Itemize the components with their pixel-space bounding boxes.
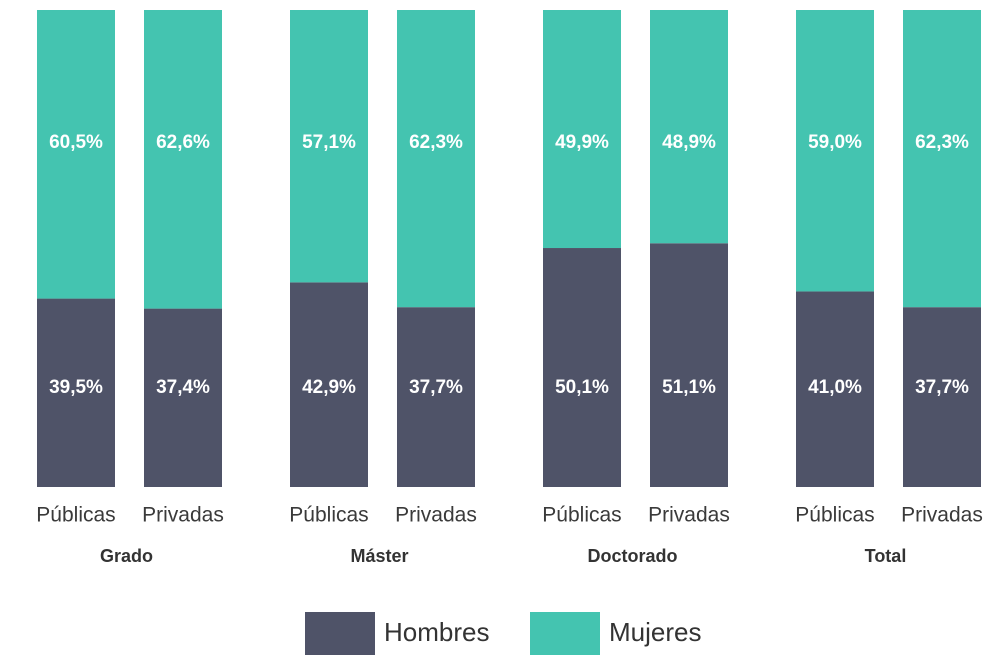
x-tick-label: Públicas	[795, 504, 874, 527]
x-tick-label: Públicas	[36, 504, 115, 527]
x-tick-label: Públicas	[542, 504, 621, 527]
value-label: 37,4%	[156, 377, 210, 398]
bar-segment	[37, 10, 115, 299]
value-label: 51,1%	[662, 377, 716, 398]
x-tick-label: Privadas	[648, 504, 730, 527]
value-label: 39,5%	[49, 377, 103, 398]
x-tick-label: Privadas	[142, 504, 224, 527]
group-label: Total	[865, 546, 907, 566]
value-label: 60,5%	[49, 132, 103, 153]
value-label: 50,1%	[555, 377, 609, 398]
legend-label: Hombres	[384, 617, 489, 647]
value-label: 59,0%	[808, 132, 862, 153]
value-label: 57,1%	[302, 132, 356, 153]
bar-segment	[903, 10, 981, 308]
value-label: 62,6%	[156, 132, 210, 153]
value-label: 42,9%	[302, 377, 356, 398]
value-label: 41,0%	[808, 377, 862, 398]
legend-swatch	[530, 612, 600, 655]
bar-segment	[650, 10, 728, 244]
group-label: Grado	[100, 546, 153, 566]
group-label: Doctorado	[588, 546, 678, 566]
bar-segment	[796, 10, 874, 292]
bar-segment	[290, 282, 368, 487]
bar-segment	[290, 10, 368, 283]
bar-segment	[397, 10, 475, 308]
bar-segment	[397, 307, 475, 487]
value-label: 62,3%	[409, 132, 463, 153]
bar-segment	[903, 307, 981, 487]
x-tick-label: Privadas	[901, 504, 983, 527]
bar-segment	[543, 248, 621, 487]
bar-segment	[796, 291, 874, 487]
bar-segment	[144, 10, 222, 309]
bar-segment	[650, 243, 728, 487]
value-label: 62,3%	[915, 132, 969, 153]
x-tick-label: Públicas	[289, 504, 368, 527]
legend-label: Mujeres	[609, 617, 701, 647]
x-tick-label: Privadas	[395, 504, 477, 527]
group-label: Máster	[350, 546, 408, 566]
value-label: 48,9%	[662, 132, 716, 153]
value-label: 49,9%	[555, 132, 609, 153]
bar-segment	[543, 10, 621, 249]
value-label: 37,7%	[915, 377, 969, 398]
value-label: 37,7%	[409, 377, 463, 398]
legend-swatch	[305, 612, 375, 655]
bar-segment	[144, 308, 222, 487]
bar-segment	[37, 298, 115, 487]
